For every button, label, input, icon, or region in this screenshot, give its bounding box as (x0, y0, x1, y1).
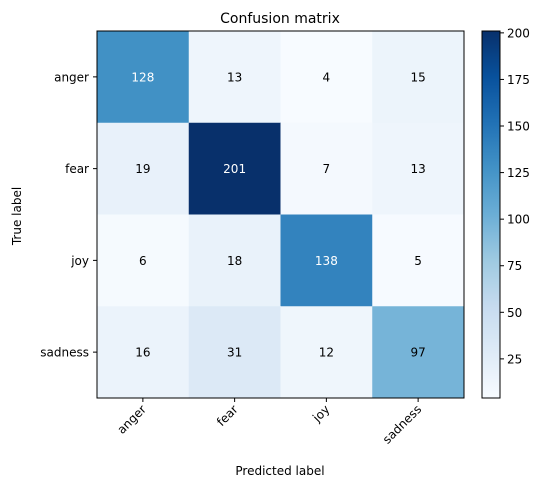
cell-value-label: 128 (131, 70, 154, 84)
cell-value-label: 13 (227, 70, 242, 84)
chart-title: Confusion matrix (220, 11, 340, 27)
y-axis-label: True label (10, 187, 24, 246)
cell-value-label: 15 (410, 70, 425, 84)
cell-value-label: 31 (227, 346, 242, 360)
cell-value-label: 6 (139, 254, 147, 268)
x-axis-ticks: anger fear joy sadness (114, 398, 424, 447)
cell-value-label: 4 (323, 70, 331, 84)
cell-value-labels: 128 13 4 15 19 201 7 13 6 18 138 5 16 31 12 97 (131, 70, 425, 359)
heatmap-cell (372, 214, 465, 307)
heatmap-cell (97, 31, 190, 124)
heatmap-cell (97, 214, 190, 307)
heatmap-cell (372, 306, 465, 399)
x-tick-label: joy (309, 402, 332, 425)
heatmap-cell (97, 306, 190, 399)
colorbar-tick-label: 50 (507, 306, 522, 320)
x-axis-label: Predicted label (235, 464, 324, 478)
heatmap-cell (372, 122, 465, 215)
heatmap-cell (188, 31, 281, 124)
y-tick-label: joy (70, 254, 89, 268)
colorbar-tick-label: 100 (507, 213, 530, 227)
y-tick-label: anger (54, 70, 89, 84)
cell-value-label: 201 (223, 162, 246, 176)
colorbar-tick-label: 200 (507, 26, 530, 40)
cell-value-label: 5 (414, 254, 422, 268)
heatmap-cell (280, 306, 373, 399)
colorbar-tick-label: 150 (507, 120, 530, 134)
colorbar-tick-label: 125 (507, 166, 530, 180)
y-tick-label: sadness (40, 346, 89, 360)
cell-value-label: 18 (227, 254, 242, 268)
x-tick-label: fear (214, 402, 241, 429)
heatmap-cell (188, 122, 281, 215)
heatmap-cell (188, 306, 281, 399)
colorbar-frame (481, 30, 501, 399)
colorbar-tick-label: 75 (507, 259, 522, 273)
y-axis-ticks: anger fear joy sadness (40, 70, 97, 360)
cell-value-label: 138 (315, 254, 338, 268)
colorbar-tick-label: 25 (507, 352, 522, 366)
heatmap-cell (97, 122, 190, 215)
colorbar-tick-label: 175 (507, 73, 530, 87)
heatmap-cell (280, 31, 373, 124)
x-tick-label: sadness (380, 402, 424, 446)
heatmap-cell (372, 31, 465, 124)
cell-value-label: 97 (410, 346, 425, 360)
colorbar-gradient (482, 31, 500, 398)
cell-value-label: 13 (410, 162, 425, 176)
cell-value-label: 16 (135, 346, 150, 360)
heatmap-cell (280, 214, 373, 307)
heatmap-cell (280, 122, 373, 215)
plot-frame (96, 30, 465, 399)
cell-value-label: 12 (319, 346, 334, 360)
heatmap-cells (97, 31, 465, 399)
x-tick-label: anger (114, 402, 149, 437)
y-tick-label: fear (65, 162, 89, 176)
colorbar: 25 50 75 100 125 150 175 200 (481, 26, 530, 399)
cell-value-label: 7 (323, 162, 331, 176)
heatmap-cell (188, 214, 281, 307)
cell-value-label: 19 (135, 162, 150, 176)
